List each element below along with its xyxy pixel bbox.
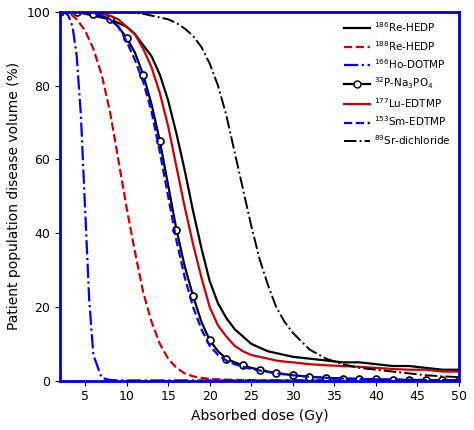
Y-axis label: Patient population disease volume (%): Patient population disease volume (%) xyxy=(7,62,21,330)
X-axis label: Absorbed dose (Gy): Absorbed dose (Gy) xyxy=(191,409,328,423)
Legend: $^{186}$Re-HEDP, $^{188}$Re-HEDP, $^{166}$Ho-DOTMP, $^{32}$P-Na$_3$PO$_4$, $^{17: $^{186}$Re-HEDP, $^{188}$Re-HEDP, $^{166… xyxy=(340,17,454,150)
